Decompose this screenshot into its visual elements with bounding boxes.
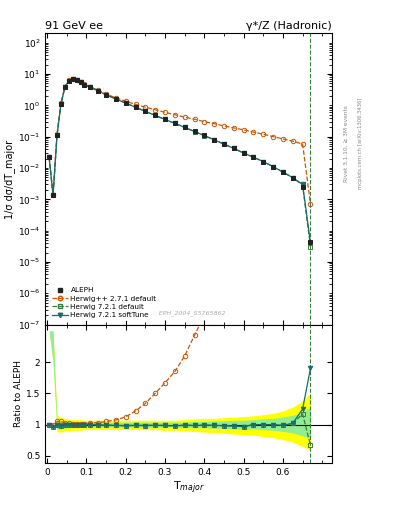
Text: γ*/Z (Hadronic): γ*/Z (Hadronic): [246, 21, 332, 31]
Y-axis label: 1/σ dσ/dT_major: 1/σ dσ/dT_major: [4, 139, 15, 219]
Text: ALEPH_2004_S5765862: ALEPH_2004_S5765862: [151, 310, 226, 316]
Y-axis label: Ratio to ALEPH: Ratio to ALEPH: [14, 360, 23, 428]
Legend: ALEPH, Herwig++ 2.7.1 default, Herwig 7.2.1 default, Herwig 7.2.1 softTune: ALEPH, Herwig++ 2.7.1 default, Herwig 7.…: [49, 285, 160, 321]
Text: 91 GeV ee: 91 GeV ee: [45, 21, 103, 31]
Text: Rivet 3.1.10, ≥ 3M events: Rivet 3.1.10, ≥ 3M events: [344, 105, 349, 182]
X-axis label: T$_{major}$: T$_{major}$: [173, 480, 204, 497]
Text: mcplots.cern.ch [arXiv:1306.3436]: mcplots.cern.ch [arXiv:1306.3436]: [358, 98, 363, 189]
